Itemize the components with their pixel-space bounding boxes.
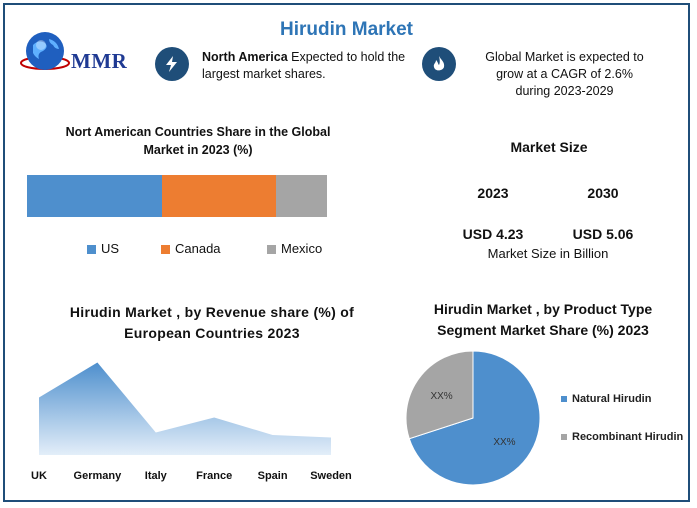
note-cagr-line2: grow at a CAGR of 2.6% xyxy=(496,67,633,81)
legend-canada-label: Canada xyxy=(175,241,221,256)
pie-legend-recombinant-swatch xyxy=(561,434,567,441)
market-size-heading: Market Size xyxy=(510,139,588,155)
flame-icon xyxy=(422,47,456,81)
pie-legend-natural: Natural Hirudin xyxy=(561,393,651,405)
x-tick-italy: Italy xyxy=(144,470,167,482)
stacked-bar-chart xyxy=(27,175,327,217)
pie-chart-title: Hirudin Market , by Product Type Segment… xyxy=(433,301,653,338)
lightning-icon xyxy=(155,47,189,81)
note-north-america: North America Expected to hold the large… xyxy=(202,49,412,83)
legend-canada: Canada xyxy=(161,241,221,256)
note-cagr: Global Market is expected to grow at a C… xyxy=(467,49,662,100)
market-size-value-2030: USD 5.06 xyxy=(572,226,634,242)
logo-text: MMR xyxy=(71,49,128,73)
stacked-bar-title: Nort American Countries Share in the Glo… xyxy=(65,125,331,157)
market-size-year-2023: 2023 xyxy=(477,185,509,201)
pie-slice-natural xyxy=(408,350,541,486)
area-chart xyxy=(39,362,331,455)
market-size-value-2023: USD 4.23 xyxy=(462,226,524,242)
x-tick-sweden: Sweden xyxy=(310,470,352,482)
globe-icon xyxy=(19,25,71,82)
bar-segment-us xyxy=(27,175,162,217)
legend-canada-swatch xyxy=(161,245,170,255)
bar-segment-canada xyxy=(162,175,276,217)
x-tick-germany: Germany xyxy=(73,470,122,482)
legend-mexico: Mexico xyxy=(267,241,322,256)
page-title: Hirudin Market xyxy=(279,19,414,40)
x-tick-uk: UK xyxy=(31,470,47,482)
infographic-frame: Hirudin Market MMR North America Expecte… xyxy=(3,3,690,502)
legend-mexico-label: Mexico xyxy=(281,241,323,256)
area-series xyxy=(39,362,331,455)
legend-us-label: US xyxy=(101,241,120,256)
pie-legend-natural-swatch xyxy=(561,396,567,403)
x-tick-france: France xyxy=(196,470,233,482)
note-cagr-line1: Global Market is expected to xyxy=(485,50,644,64)
pie-legend-recombinant: Recombinant Hirudin xyxy=(561,431,683,443)
legend-us-swatch xyxy=(87,245,96,255)
x-tick-spain: Spain xyxy=(257,470,288,482)
area-chart-title: Hirudin Market , by Revenue share (%) of… xyxy=(69,304,355,341)
market-size-year-2030: 2030 xyxy=(587,185,619,201)
pie-data-label: XX% xyxy=(430,391,452,402)
legend-us: US xyxy=(87,241,119,256)
pie-slice-recombinant xyxy=(405,350,474,440)
bar-segment-mexico xyxy=(276,175,327,217)
note-north-america-bold: North America xyxy=(202,50,288,64)
legend-mexico-swatch xyxy=(267,245,276,255)
note-cagr-line3: during 2023-2029 xyxy=(515,84,614,98)
pie-legend-natural-label: Natural Hirudin xyxy=(572,393,652,405)
pie-data-label: XX% xyxy=(493,437,515,448)
note-north-america-text: Expected to hold the largest market shar… xyxy=(202,50,406,81)
pie-legend-recombinant-label: Recombinant Hirudin xyxy=(572,431,684,443)
market-size-caption: Market Size in Billion xyxy=(487,246,609,261)
pie-chart: XX% XX% xyxy=(405,350,541,486)
